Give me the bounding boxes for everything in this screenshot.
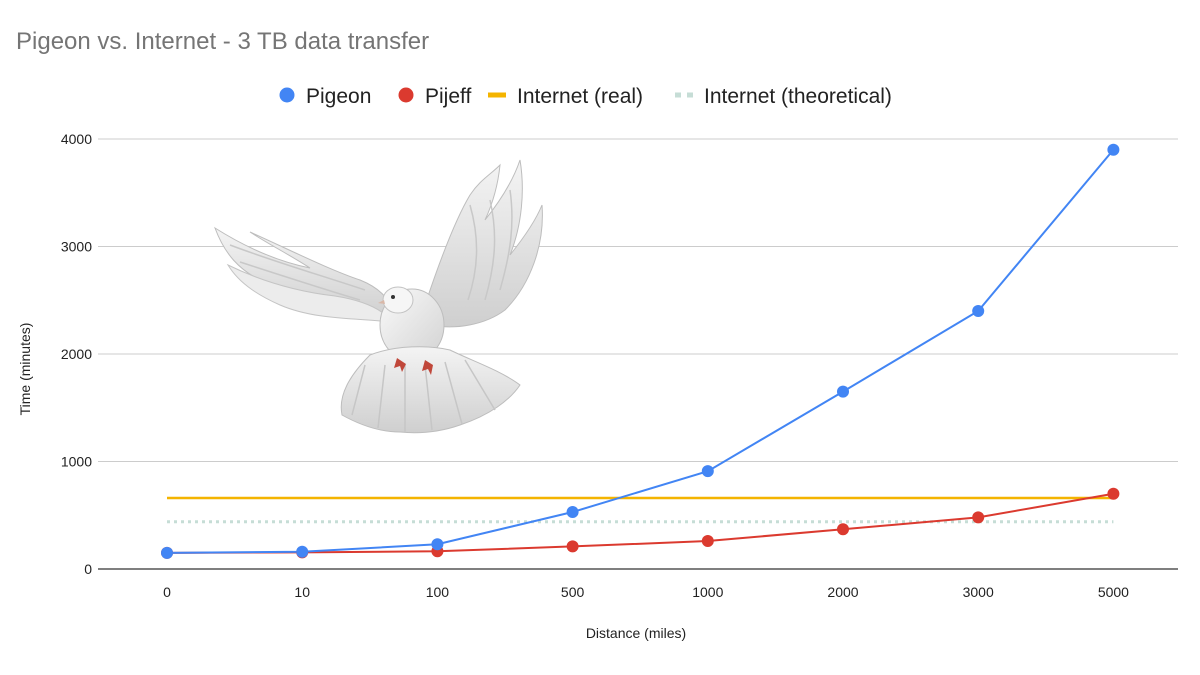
x-tick-label: 3000 xyxy=(963,584,994,600)
x-tick-label: 2000 xyxy=(827,584,858,600)
data-point xyxy=(837,523,849,536)
legend-label: Internet (real) xyxy=(517,85,643,108)
x-tick-label: 100 xyxy=(426,584,450,600)
legend-marker xyxy=(398,87,414,103)
tick-labels: 0 1000 2000 3000 4000 0 10 100 500 1000 2000 3000 50… xyxy=(61,131,1129,600)
legend-marker xyxy=(687,92,693,98)
chart-title: Pigeon vs. Internet - 3 TB data transfer xyxy=(16,28,430,55)
legend-marker xyxy=(675,92,681,98)
data-point xyxy=(701,465,714,478)
data-point xyxy=(1107,487,1120,500)
y-axis-label: Time (minutes) xyxy=(17,323,33,416)
data-point xyxy=(701,535,714,548)
series-line-pigeon xyxy=(166,149,1115,554)
y-tick-label: 1000 xyxy=(61,454,92,470)
x-tick-label: 10 xyxy=(294,584,310,600)
legend-label: Pigeon xyxy=(306,85,371,108)
data-point xyxy=(566,506,579,519)
series-line-pijeff xyxy=(166,492,1114,554)
legend-label: Pijeff xyxy=(425,85,471,108)
x-tick-label: 5000 xyxy=(1098,584,1129,600)
x-axis-label: Distance (miles) xyxy=(586,625,686,641)
legend-marker xyxy=(488,92,506,98)
y-tick-label: 4000 xyxy=(61,131,92,147)
series-markers xyxy=(161,143,1120,559)
series-lines xyxy=(166,149,1115,554)
data-point xyxy=(972,305,985,317)
legend-label: Internet (theoretical) xyxy=(704,85,892,108)
legend-marker xyxy=(279,87,295,103)
data-point xyxy=(566,540,579,553)
y-tick-label: 3000 xyxy=(61,239,92,255)
data-point xyxy=(1107,143,1120,156)
data-point xyxy=(161,546,173,559)
data-point xyxy=(431,538,444,551)
x-tick-label: 500 xyxy=(561,584,585,600)
data-point xyxy=(296,545,309,558)
gridlines xyxy=(98,138,1178,570)
data-point xyxy=(837,385,849,398)
x-tick-label: 1000 xyxy=(692,584,723,600)
x-tick-label: 0 xyxy=(163,584,171,600)
dove-picture xyxy=(214,159,543,434)
y-tick-label: 2000 xyxy=(61,346,92,362)
data-point xyxy=(972,511,985,524)
legend: Pigeon Pijeff Internet (real) Internet (the… xyxy=(279,85,892,108)
y-tick-label: 0 xyxy=(84,561,92,577)
